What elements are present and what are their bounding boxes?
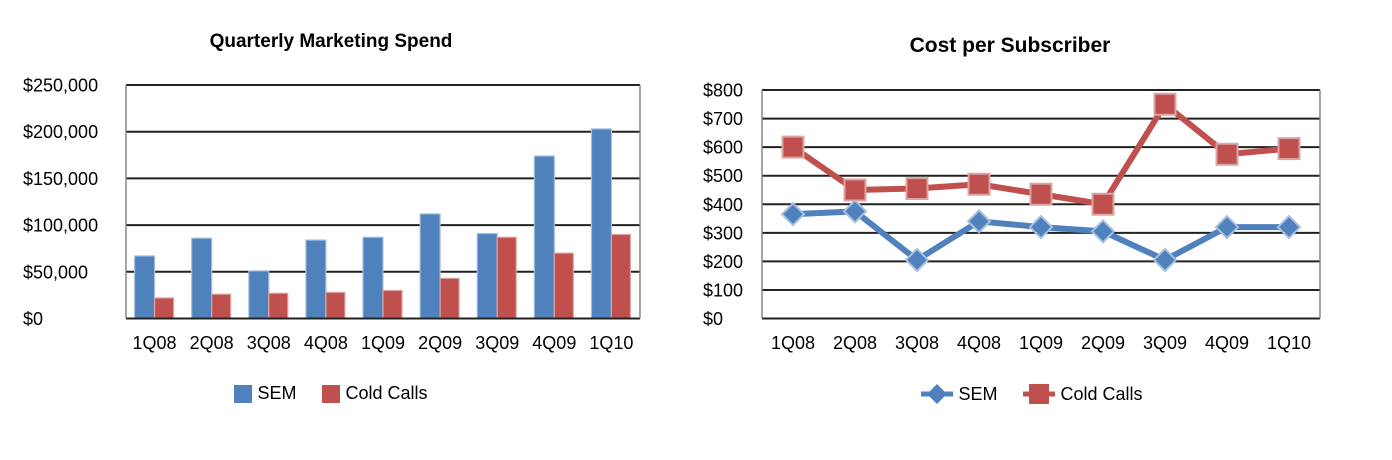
marker-sem-3q08 <box>904 247 930 273</box>
y-tick-label: $400 <box>703 195 743 215</box>
bar-cold-calls-1q08 <box>153 297 175 320</box>
sem-line-marker-icon <box>921 384 954 404</box>
bar-chart-plot-area: $0 $50,000 $100,000 $150,000 $200,000 $250,00… <box>23 76 641 353</box>
bar-sem-2q09 <box>419 213 441 320</box>
bar-cold-calls-4q09 <box>553 252 574 320</box>
marker-cold-calls-2q09 <box>1091 192 1115 216</box>
cold-calls-line-marker-icon <box>1023 384 1056 404</box>
marker-cold-calls-3q09 <box>1153 92 1177 116</box>
y-tick-label: $800 <box>703 81 743 101</box>
bar-sem-1q09 <box>362 236 384 320</box>
bar-cold-calls-2q09 <box>439 277 460 320</box>
bar-sem-2q08 <box>191 237 213 320</box>
x-tick-label: 1Q09 <box>1019 333 1063 353</box>
marker-sem-3q09 <box>1152 247 1178 273</box>
x-tick-label: 1Q08 <box>133 333 177 353</box>
legend-label-sem: SEM <box>958 383 998 404</box>
bar-sem-4q08 <box>305 239 327 320</box>
marker-sem-1q08 <box>780 201 806 227</box>
bar-cold-calls-3q09 <box>496 236 517 320</box>
y-tick-label: $700 <box>703 109 743 129</box>
x-tick-label: 2Q09 <box>418 333 462 353</box>
bar-cold-calls-2q08 <box>211 293 232 320</box>
line-chart-cost-per-subscriber: Cost per Subscriber $0 $100 $200 $300 $400 $5… <box>696 0 1392 460</box>
bar-sem-3q08 <box>248 270 270 320</box>
sem-swatch <box>234 384 253 403</box>
x-tick-label: 3Q08 <box>247 333 291 353</box>
chart-title: Quarterly Marketing Spend <box>209 31 453 52</box>
x-tick-label: 4Q09 <box>532 333 576 353</box>
y-tick-label: $0 <box>23 309 43 329</box>
bar-sem-3q09 <box>476 232 498 320</box>
y-tick-label: $0 <box>703 309 723 329</box>
x-tick-label: 4Q09 <box>1205 333 1249 353</box>
cold-calls-swatch-icon <box>322 384 341 403</box>
bar-cold-calls-1q10 <box>610 233 632 320</box>
x-tick-label: 2Q09 <box>1081 333 1125 353</box>
y-tick-label: $200 <box>703 252 743 272</box>
y-tick-label: $150,000 <box>23 169 98 189</box>
bar-cold-calls-1q09 <box>382 289 403 320</box>
y-tick-label: $300 <box>703 223 743 243</box>
bar-cold-calls-4q08 <box>325 291 346 320</box>
y-tick-label: $50,000 <box>23 262 88 282</box>
legend-item-cold-calls: Cold Calls <box>1023 383 1143 405</box>
legend: SEM Cold Calls <box>0 383 662 404</box>
x-tick-label: 3Q09 <box>475 333 519 353</box>
cold-calls-square-marker <box>1029 384 1050 404</box>
x-tick-label: 1Q08 <box>771 333 815 353</box>
chart-title: Cost per Subscriber <box>909 34 1111 57</box>
x-tick-label: 1Q10 <box>589 333 633 353</box>
y-tick-label: $250,000 <box>23 76 98 96</box>
bar-chart-quarterly-marketing-spend: Quarterly Marketing Spend $0 $50,000 $100,… <box>0 31 662 404</box>
legend-item-sem: SEM <box>234 383 296 404</box>
x-tick-label: 2Q08 <box>833 333 877 353</box>
marker-sem-4q08 <box>966 208 992 234</box>
marker-cold-calls-2q08 <box>843 178 867 202</box>
y-tick-label: $200,000 <box>23 122 98 142</box>
y-tick-label: $500 <box>703 166 743 186</box>
legend: SEM Cold Calls <box>696 383 1368 405</box>
legend-item-cold-calls: Cold Calls <box>322 383 428 404</box>
bar-cold-calls-3q08 <box>268 292 289 320</box>
marker-sem-2q09 <box>1090 218 1116 244</box>
legend-label-sem: SEM <box>257 383 297 403</box>
legend-label-cold-calls: Cold Calls <box>1060 383 1143 404</box>
marker-sem-4q09 <box>1214 214 1240 240</box>
marker-cold-calls-1q09 <box>1029 182 1053 206</box>
line-chart-plot-area: $0 $100 $200 $300 $400 $500 $600 $700 $800 1Q08 2Q… <box>703 81 1321 353</box>
marker-cold-calls-3q08 <box>905 177 929 201</box>
x-tick-label: 4Q08 <box>957 333 1001 353</box>
legend-item-sem: SEM <box>921 383 997 405</box>
x-tick-label: 3Q09 <box>1143 333 1187 353</box>
x-tick-label: 3Q08 <box>895 333 939 353</box>
x-tick-label: 1Q10 <box>1267 333 1311 353</box>
x-tick-label: 1Q09 <box>361 333 405 353</box>
marker-cold-calls-1q08 <box>781 135 805 159</box>
x-tick-label: 2Q08 <box>190 333 234 353</box>
marker-sem-2q08 <box>842 198 868 224</box>
marker-cold-calls-1q10 <box>1277 137 1301 161</box>
bar-sem-4q09 <box>533 155 555 320</box>
marker-sem-1q09 <box>1028 214 1054 240</box>
marker-cold-calls-4q09 <box>1215 142 1239 166</box>
sem-swatch-icon <box>234 384 253 403</box>
legend-label-cold-calls: Cold Calls <box>345 383 428 403</box>
y-tick-label: $600 <box>703 138 743 158</box>
bar-sem-1q10 <box>590 128 613 320</box>
y-tick-label: $100,000 <box>23 216 98 236</box>
cold-calls-swatch <box>322 384 341 403</box>
sem-diamond-marker <box>927 384 948 404</box>
y-tick-label: $100 <box>703 280 743 300</box>
bar-sem-1q08 <box>133 255 156 320</box>
marker-sem-1q10 <box>1276 214 1302 240</box>
marker-cold-calls-4q08 <box>967 172 991 196</box>
x-tick-label: 4Q08 <box>304 333 348 353</box>
